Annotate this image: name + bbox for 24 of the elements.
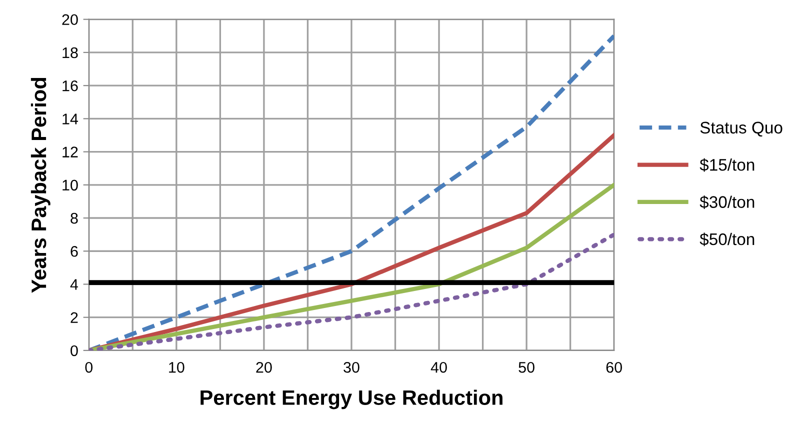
legend-label: Status Quo	[700, 122, 782, 137]
x-tick-label: 50	[518, 362, 534, 373]
y-tick-label: 14	[62, 114, 78, 124]
x-tick-label: 60	[606, 362, 622, 373]
x-tick-label: 30	[344, 362, 360, 373]
legend-label: $50/ton	[700, 232, 754, 246]
y-tick-label: 12	[62, 146, 78, 158]
y-axis-title: Years Payback Period	[30, 78, 50, 293]
legend-label: $15/ton	[700, 158, 754, 172]
x-tick-label: 40	[430, 362, 447, 373]
y-tick-label: 0	[70, 345, 78, 356]
y-tick-label: 2	[70, 312, 78, 323]
y-tick-label: 6	[70, 246, 78, 257]
y-tick-label: 20	[62, 14, 78, 26]
y-tick-label: 16	[62, 80, 78, 92]
x-tick-label: 10	[169, 362, 184, 373]
legend-label: $30/ton	[700, 195, 754, 209]
y-tick-label: 18	[62, 47, 78, 58]
y-tick-label: 4	[70, 279, 78, 290]
x-axis-title: Percent Energy Use Reduction	[200, 390, 502, 410]
x-tick-label: 20	[256, 362, 272, 373]
y-tick-label: 10	[62, 180, 78, 191]
y-tick-label: 8	[70, 212, 78, 224]
x-tick-label: 0	[85, 362, 93, 373]
